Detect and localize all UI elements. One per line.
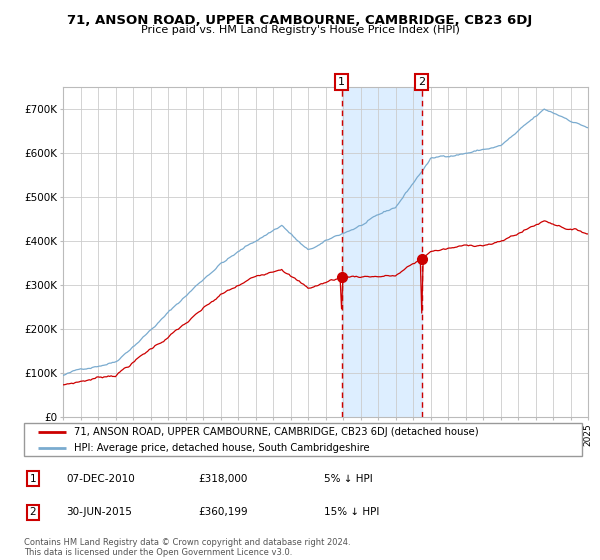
Text: 71, ANSON ROAD, UPPER CAMBOURNE, CAMBRIDGE, CB23 6DJ: 71, ANSON ROAD, UPPER CAMBOURNE, CAMBRID…	[67, 14, 533, 27]
Text: £360,199: £360,199	[198, 507, 248, 517]
Text: 2: 2	[418, 77, 425, 87]
Text: Contains HM Land Registry data © Crown copyright and database right 2024.
This d: Contains HM Land Registry data © Crown c…	[24, 538, 350, 557]
Text: 1: 1	[29, 474, 37, 484]
Text: £318,000: £318,000	[198, 474, 247, 484]
Text: 2: 2	[29, 507, 37, 517]
Text: 1: 1	[338, 77, 345, 87]
Text: 71, ANSON ROAD, UPPER CAMBOURNE, CAMBRIDGE, CB23 6DJ (detached house): 71, ANSON ROAD, UPPER CAMBOURNE, CAMBRID…	[74, 427, 479, 437]
Text: Price paid vs. HM Land Registry's House Price Index (HPI): Price paid vs. HM Land Registry's House …	[140, 25, 460, 35]
FancyBboxPatch shape	[24, 423, 582, 456]
Text: HPI: Average price, detached house, South Cambridgeshire: HPI: Average price, detached house, Sout…	[74, 442, 370, 452]
Bar	[341, 87, 422, 417]
Text: 5% ↓ HPI: 5% ↓ HPI	[324, 474, 373, 484]
Text: 07-DEC-2010: 07-DEC-2010	[66, 474, 135, 484]
Text: 15% ↓ HPI: 15% ↓ HPI	[324, 507, 379, 517]
Text: 30-JUN-2015: 30-JUN-2015	[66, 507, 132, 517]
